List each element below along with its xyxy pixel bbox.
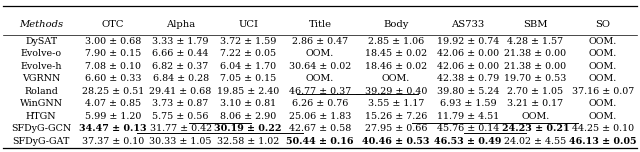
Text: 31.77 ± 0.42: 31.77 ± 0.42 [150, 124, 212, 133]
Text: 6.82 ± 0.37: 6.82 ± 0.37 [152, 62, 209, 71]
Text: Evolve-o: Evolve-o [20, 49, 62, 58]
Text: OOM.: OOM. [306, 74, 334, 83]
Text: 29.41 ± 0.68: 29.41 ± 0.68 [150, 87, 212, 96]
Text: OOM.: OOM. [589, 37, 617, 46]
Text: Evolve-h: Evolve-h [20, 62, 62, 71]
Text: 25.06 ± 1.83: 25.06 ± 1.83 [289, 112, 351, 121]
Text: OOM.: OOM. [522, 112, 550, 121]
Text: 18.46 ± 0.02: 18.46 ± 0.02 [365, 62, 427, 71]
Text: Title: Title [308, 20, 332, 29]
Text: VGRNN: VGRNN [22, 74, 60, 83]
Text: OOM.: OOM. [589, 74, 617, 83]
Text: Methods: Methods [19, 20, 63, 29]
Text: 2.70 ± 1.05: 2.70 ± 1.05 [508, 87, 563, 96]
Text: SFDyG-GAT: SFDyG-GAT [13, 137, 70, 146]
Text: 3.33 ± 1.79: 3.33 ± 1.79 [152, 37, 209, 46]
Text: 30.19 ± 0.22: 30.19 ± 0.22 [214, 124, 282, 133]
Text: 19.70 ± 0.53: 19.70 ± 0.53 [504, 74, 566, 83]
Text: 40.46 ± 0.53: 40.46 ± 0.53 [362, 137, 430, 146]
Text: OOM.: OOM. [306, 49, 334, 58]
Text: 6.84 ± 0.28: 6.84 ± 0.28 [152, 74, 209, 83]
Text: Alpha: Alpha [166, 20, 195, 29]
Text: 21.38 ± 0.00: 21.38 ± 0.00 [504, 62, 566, 71]
Text: 7.22 ± 0.05: 7.22 ± 0.05 [220, 49, 276, 58]
Text: 39.80 ± 5.24: 39.80 ± 5.24 [436, 87, 499, 96]
Text: 4.28 ± 1.57: 4.28 ± 1.57 [508, 37, 563, 46]
Text: WinGNN: WinGNN [20, 99, 63, 108]
Text: OTC: OTC [102, 20, 124, 29]
Text: 19.85 ± 2.40: 19.85 ± 2.40 [217, 87, 279, 96]
Text: OOM.: OOM. [589, 49, 617, 58]
Text: UCI: UCI [238, 20, 258, 29]
Text: 3.21 ± 0.17: 3.21 ± 0.17 [508, 99, 563, 108]
Text: SO: SO [595, 20, 611, 29]
Text: 42.38 ± 0.79: 42.38 ± 0.79 [436, 74, 499, 83]
Text: 28.25 ± 0.51: 28.25 ± 0.51 [82, 87, 144, 96]
Text: 50.44 ± 0.16: 50.44 ± 0.16 [286, 137, 354, 146]
Text: 4.07 ± 0.85: 4.07 ± 0.85 [85, 99, 141, 108]
Text: 3.55 ± 1.17: 3.55 ± 1.17 [368, 99, 424, 108]
Text: 19.92 ± 0.74: 19.92 ± 0.74 [436, 37, 499, 46]
Text: 42.06 ± 0.00: 42.06 ± 0.00 [436, 62, 499, 71]
Text: 39.29 ± 0.40: 39.29 ± 0.40 [365, 87, 428, 96]
Text: 7.08 ± 0.10: 7.08 ± 0.10 [85, 62, 141, 71]
Text: 37.37 ± 0.10: 37.37 ± 0.10 [82, 137, 144, 146]
Text: OOM.: OOM. [589, 99, 617, 108]
Text: 5.75 ± 0.56: 5.75 ± 0.56 [152, 112, 209, 121]
Text: 6.26 ± 0.76: 6.26 ± 0.76 [292, 99, 348, 108]
Text: 3.72 ± 1.59: 3.72 ± 1.59 [220, 37, 276, 46]
Text: 45.76 ± 0.14: 45.76 ± 0.14 [436, 124, 499, 133]
Text: 6.60 ± 0.33: 6.60 ± 0.33 [84, 74, 141, 83]
Text: 3.00 ± 0.68: 3.00 ± 0.68 [85, 37, 141, 46]
Text: AS733: AS733 [451, 20, 484, 29]
Text: 34.47 ± 0.13: 34.47 ± 0.13 [79, 124, 147, 133]
Text: 2.85 ± 1.06: 2.85 ± 1.06 [368, 37, 424, 46]
Text: 42.06 ± 0.00: 42.06 ± 0.00 [436, 49, 499, 58]
Text: 46.53 ± 0.49: 46.53 ± 0.49 [434, 137, 502, 146]
Text: 24.02 ± 4.55: 24.02 ± 4.55 [504, 137, 566, 146]
Text: SBM: SBM [523, 20, 548, 29]
Text: 46.13 ± 0.05: 46.13 ± 0.05 [569, 137, 637, 146]
Text: 11.79 ± 4.51: 11.79 ± 4.51 [436, 112, 499, 121]
Text: 30.64 ± 0.02: 30.64 ± 0.02 [289, 62, 351, 71]
Text: 6.93 ± 1.59: 6.93 ± 1.59 [440, 99, 496, 108]
Text: 24.23 ± 0.21: 24.23 ± 0.21 [502, 124, 569, 133]
Text: OOM.: OOM. [589, 62, 617, 71]
Text: 6.66 ± 0.44: 6.66 ± 0.44 [152, 49, 209, 58]
Text: 3.10 ± 0.81: 3.10 ± 0.81 [220, 99, 276, 108]
Text: HTGN: HTGN [26, 112, 56, 121]
Text: OOM.: OOM. [589, 112, 617, 121]
Text: 8.06 ± 2.90: 8.06 ± 2.90 [220, 112, 276, 121]
Text: DySAT: DySAT [25, 37, 57, 46]
Text: 44.25 ± 0.10: 44.25 ± 0.10 [572, 124, 634, 133]
Text: SFDyG-GCN: SFDyG-GCN [11, 124, 71, 133]
Text: Body: Body [383, 20, 409, 29]
Text: Roland: Roland [24, 87, 58, 96]
Text: 2.86 ± 0.47: 2.86 ± 0.47 [292, 37, 348, 46]
Text: 7.05 ± 0.15: 7.05 ± 0.15 [220, 74, 276, 83]
Text: 37.16 ± 0.07: 37.16 ± 0.07 [572, 87, 634, 96]
Text: 5.99 ± 1.20: 5.99 ± 1.20 [85, 112, 141, 121]
Text: 21.38 ± 0.00: 21.38 ± 0.00 [504, 49, 566, 58]
Text: 15.26 ± 7.26: 15.26 ± 7.26 [365, 112, 428, 121]
Text: 30.33 ± 1.05: 30.33 ± 1.05 [149, 137, 212, 146]
Text: 18.45 ± 0.02: 18.45 ± 0.02 [365, 49, 427, 58]
Text: 42.67 ± 0.58: 42.67 ± 0.58 [289, 124, 351, 133]
Text: 27.95 ± 0.66: 27.95 ± 0.66 [365, 124, 428, 133]
Text: 7.90 ± 0.15: 7.90 ± 0.15 [85, 49, 141, 58]
Text: OOM.: OOM. [382, 74, 410, 83]
Text: 3.73 ± 0.87: 3.73 ± 0.87 [152, 99, 209, 108]
Text: 46.77 ± 0.37: 46.77 ± 0.37 [289, 87, 351, 96]
Text: 32.58 ± 1.02: 32.58 ± 1.02 [217, 137, 279, 146]
Text: 6.04 ± 1.70: 6.04 ± 1.70 [220, 62, 276, 71]
